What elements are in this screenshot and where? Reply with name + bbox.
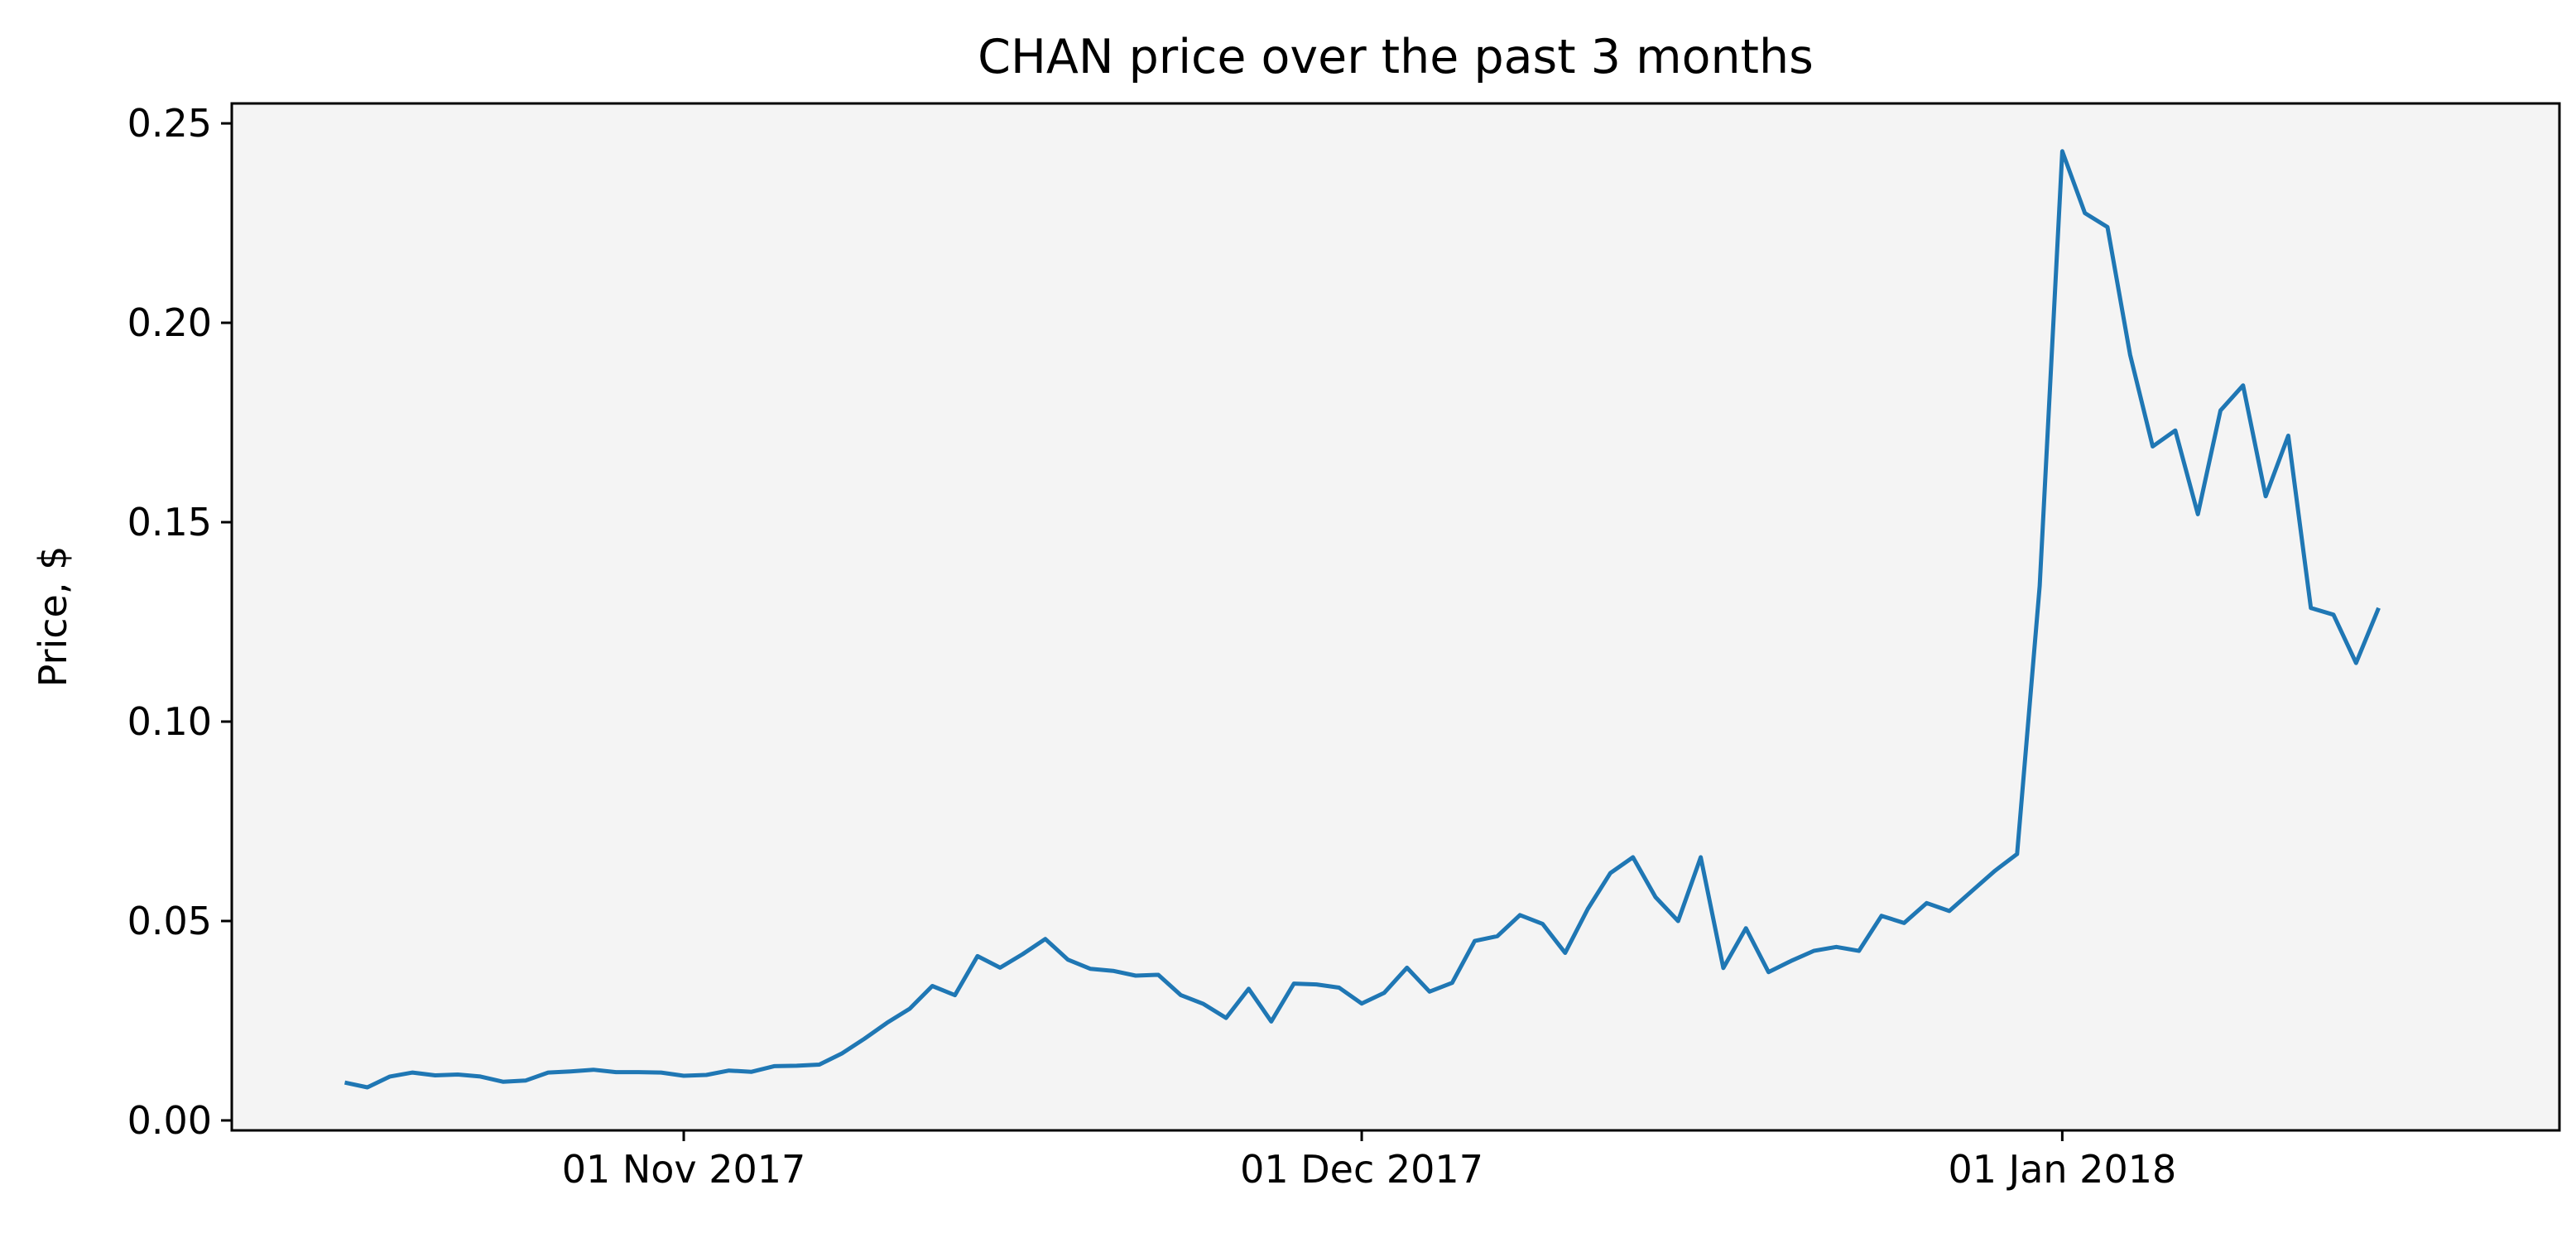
plot-frame	[230, 102, 2561, 1132]
y-axis: 0.00 0.05 0.10 0.15 0.20 0.25	[127, 101, 232, 1143]
x-tick-label: 01 Jan 2018	[1948, 1147, 2176, 1192]
y-tick-label: 0.20	[127, 300, 212, 345]
chart-marks	[344, 149, 2381, 1090]
y-tick-label: 0.25	[127, 101, 212, 146]
y-tick-label: 0.00	[127, 1098, 212, 1143]
y-tick-label: 0.10	[127, 699, 212, 744]
y-tick-label: 0.05	[127, 899, 212, 943]
y-axis-label: Price, $	[31, 546, 75, 688]
y-tick-label: 0.15	[127, 500, 212, 545]
x-tick-label: 01 Dec 2017	[1240, 1147, 1483, 1192]
x-axis: 01 Nov 2017 01 Dec 2017 01 Jan 2018	[562, 1130, 2176, 1192]
chart-title: CHAN price over the past 3 months	[978, 30, 1814, 84]
x-tick-label: 01 Nov 2017	[562, 1147, 806, 1192]
series-line	[344, 149, 2381, 1090]
plot-area	[232, 103, 2559, 1130]
